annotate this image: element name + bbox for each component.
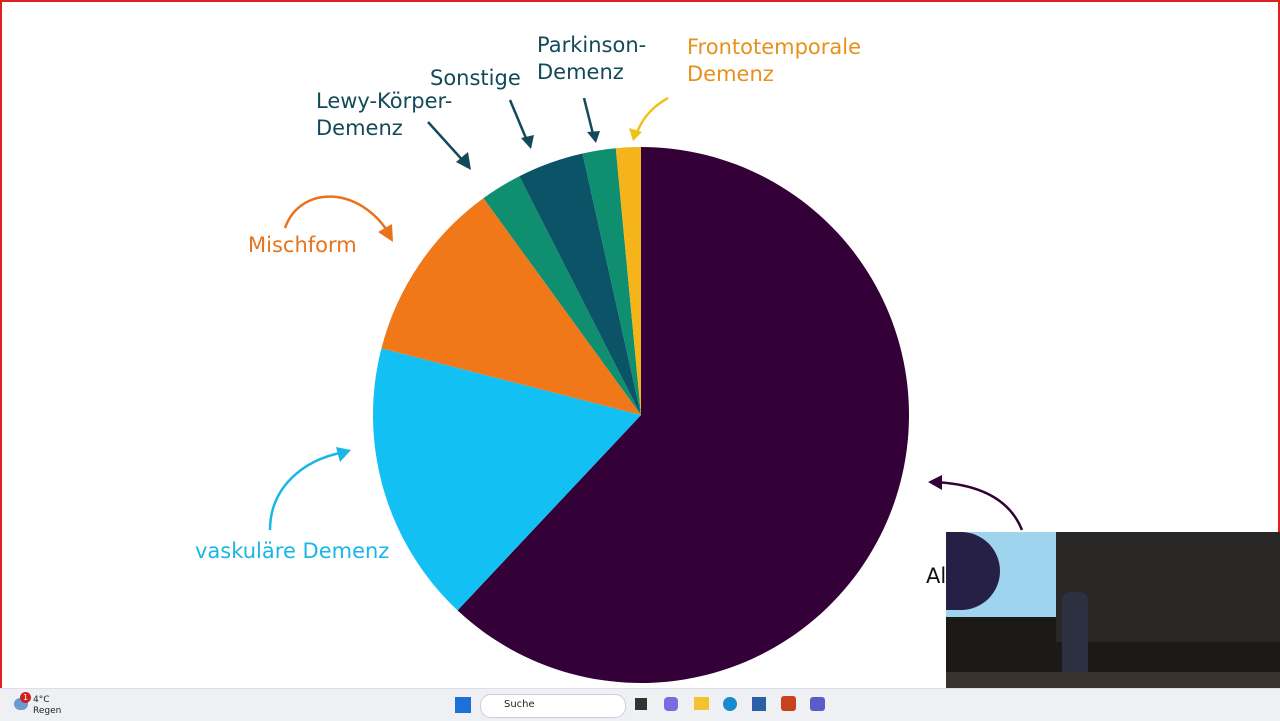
pie-slice bbox=[381, 198, 641, 415]
arrows bbox=[268, 96, 1024, 531]
powerpoint-icon[interactable] bbox=[781, 696, 796, 711]
pie-slice bbox=[457, 147, 910, 684]
edge-icon[interactable] bbox=[723, 697, 737, 711]
temperature: 4°C bbox=[33, 695, 50, 705]
teams-icon[interactable] bbox=[810, 697, 825, 711]
pie-slice bbox=[582, 148, 641, 415]
search-box[interactable] bbox=[480, 694, 626, 718]
pie-slice bbox=[615, 147, 641, 415]
slice-label: vaskuläre Demenz bbox=[195, 539, 390, 563]
slice-label: Frontotemporale Demenz bbox=[687, 35, 862, 86]
slice-label: Lewy-Körper- Demenz bbox=[316, 89, 453, 140]
notification-badge: 1 bbox=[20, 692, 31, 703]
explorer-icon[interactable] bbox=[694, 697, 709, 710]
slice-label: Sonstige bbox=[430, 66, 521, 90]
slice-label: Al bbox=[926, 564, 947, 588]
arrow-heads bbox=[336, 128, 942, 490]
start-button[interactable] bbox=[455, 697, 471, 713]
app-icon[interactable] bbox=[664, 697, 678, 711]
pie-slice bbox=[373, 348, 641, 611]
wall bbox=[1056, 532, 1280, 642]
taskbar: 1 4°C Regen Suche bbox=[0, 688, 1280, 721]
store-icon[interactable] bbox=[752, 697, 766, 711]
pie-slice bbox=[483, 176, 641, 415]
pie-slice bbox=[519, 153, 641, 415]
slice-label: Mischform bbox=[248, 233, 357, 257]
search-text: Suche bbox=[504, 699, 535, 710]
speaker bbox=[1062, 592, 1088, 672]
weather-text: Regen bbox=[33, 706, 62, 716]
task-view[interactable] bbox=[635, 698, 647, 710]
slice-label: Parkinson- Demenz bbox=[537, 33, 647, 84]
